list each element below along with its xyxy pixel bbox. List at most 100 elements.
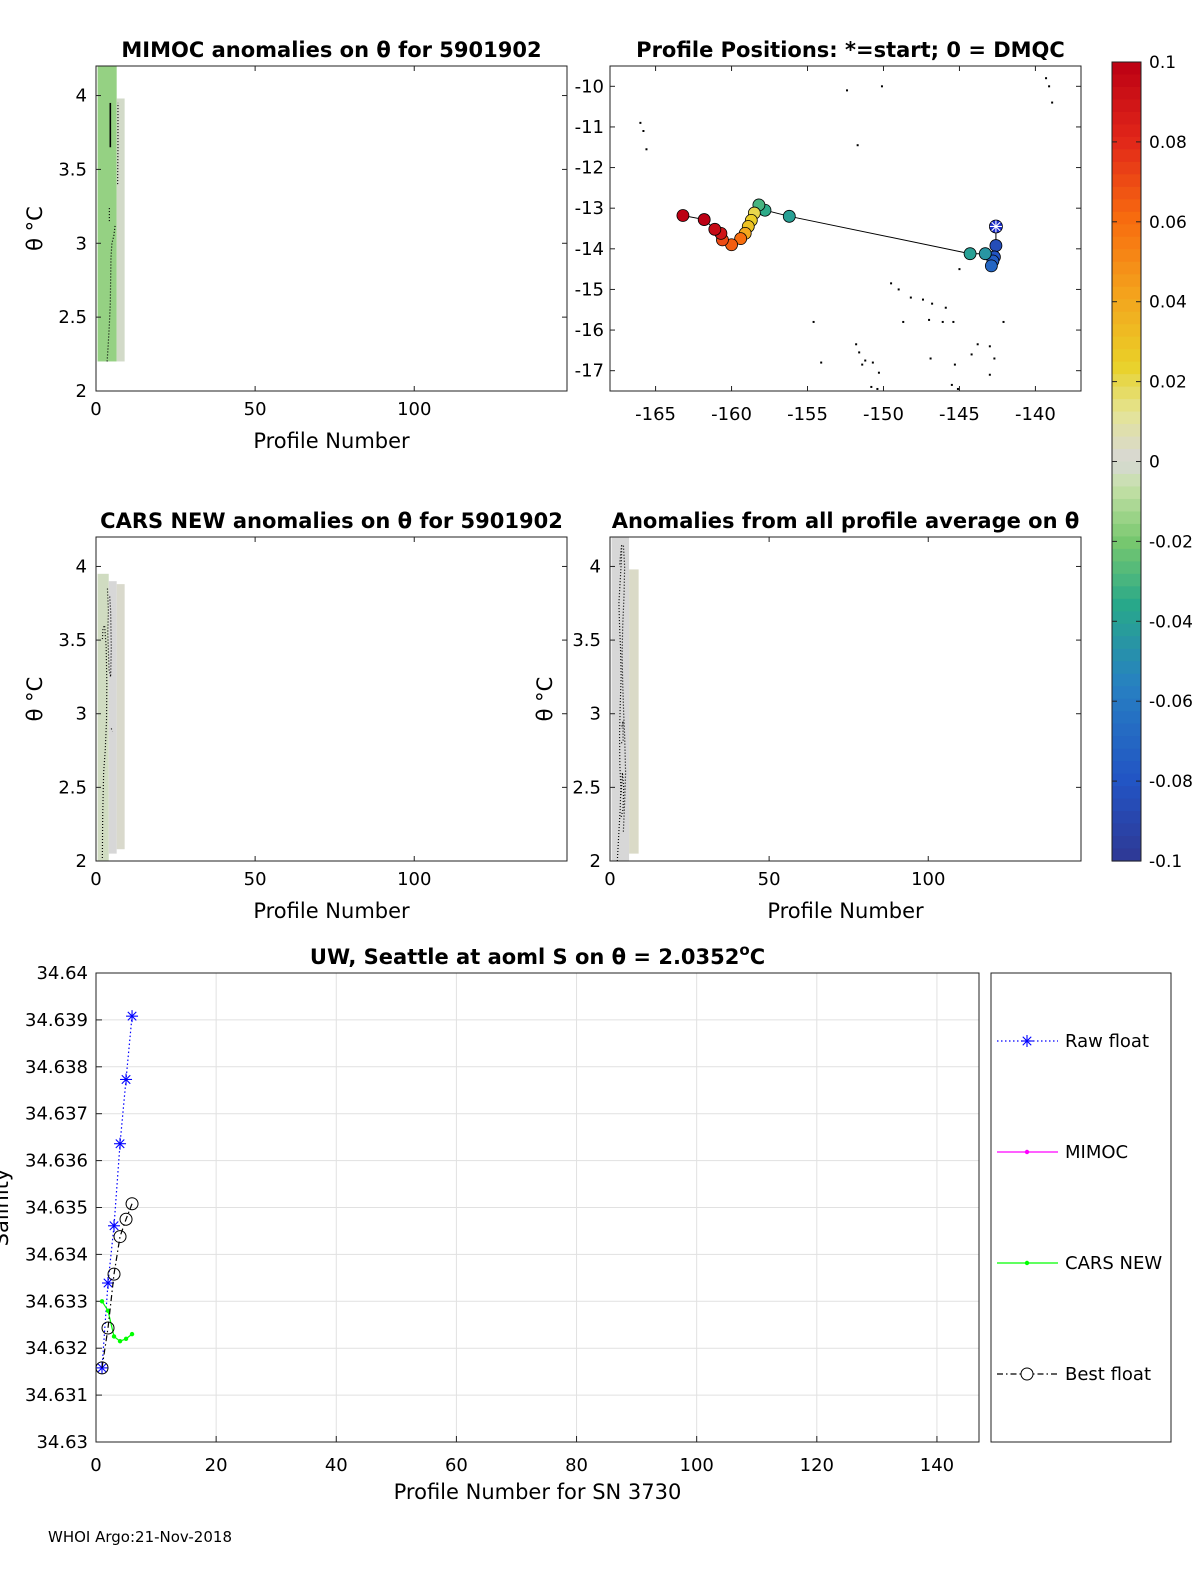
dmqc-point — [858, 351, 861, 354]
allprof-contour — [616, 544, 623, 862]
dmqc-point — [890, 282, 893, 285]
dmqc-point — [956, 387, 959, 390]
colorbar-band — [1112, 736, 1141, 750]
colorbar-tick-label: 0.08 — [1149, 133, 1187, 153]
colorbar-tick-label: -0.04 — [1149, 612, 1193, 632]
mimoc-plot — [97, 66, 125, 362]
salinity-ytick-label: 34.638 — [25, 1057, 88, 1078]
dmqc-point — [639, 121, 642, 124]
colorbar-band — [1112, 211, 1141, 225]
colorbar-band — [1112, 149, 1141, 163]
colorbar-tick-label: 0.06 — [1149, 213, 1187, 233]
mimoc-axes-box — [95, 65, 568, 392]
track-point — [989, 239, 1003, 252]
best-float-point — [119, 1212, 133, 1226]
colorbar-band — [1112, 573, 1141, 587]
mimoc-title: MIMOC anomalies on θ for 5901902 — [121, 38, 541, 62]
colorbar-tick-label: 0.04 — [1149, 293, 1187, 313]
cars-contour — [110, 728, 114, 732]
salinity-title-degree: o — [739, 941, 749, 959]
salinity-title: UW, Seattle at aoml S on θ = 2.0352oC — [310, 941, 765, 969]
salinity-xtick-label: 60 — [445, 1455, 468, 1476]
legend: Raw float MIMOC CARS NEW Best float — [990, 972, 1172, 1443]
raw-float-star-ray — [1022, 1036, 1032, 1046]
cars-axes: 0 50 100 2 2.5 3 3.5 4 — [58, 536, 568, 890]
cars-new-point — [129, 1331, 135, 1337]
dmqc-point — [1048, 85, 1051, 88]
colorbar-band — [1112, 661, 1141, 675]
positions-axes-box — [609, 65, 1082, 392]
dmqc-point — [988, 373, 991, 376]
salinity-ytick-label: 34.637 — [25, 1104, 88, 1125]
colorbar-band — [1112, 399, 1141, 413]
colorbar-band — [1112, 536, 1141, 550]
dmqc-point — [976, 343, 979, 346]
salinity-ytick-label: 34.634 — [25, 1244, 88, 1265]
colorbar-band — [1112, 186, 1141, 200]
legend-raw-float-label: Raw float — [1065, 1031, 1149, 1052]
dmqc-point — [645, 148, 648, 151]
colorbar-band — [1112, 199, 1141, 213]
dmqc-point — [1051, 101, 1054, 104]
colorbar-tick-label: -0.1 — [1149, 852, 1182, 872]
salinity-title-main: UW, Seattle at aoml S on θ = 2.0352 — [310, 945, 739, 969]
legend-best-float-marker — [1020, 1367, 1034, 1381]
colorbar-band — [1112, 561, 1141, 575]
allprof-contour — [620, 720, 624, 744]
colorbar-band — [1112, 673, 1141, 687]
cars-ytick-label: 2 — [76, 851, 87, 872]
mimoc-ytick-label: 3 — [76, 233, 87, 254]
colorbar-band — [1112, 124, 1141, 138]
colorbar-band — [1112, 86, 1141, 101]
raw-float-line — [101, 1016, 133, 1368]
raw-float-star-ray — [115, 1139, 125, 1149]
track-point — [697, 213, 711, 226]
cars-xtick-label: 100 — [397, 869, 431, 890]
colorbar-band — [1112, 311, 1141, 325]
mimoc-xlabel: Profile Number — [253, 429, 410, 453]
salinity-xtick-label: 80 — [565, 1455, 588, 1476]
colorbar-band — [1112, 424, 1141, 438]
dmqc-point — [988, 345, 991, 348]
allprof-ytick-label: 3.5 — [572, 630, 601, 651]
positions-ytick-label: -10 — [575, 76, 604, 97]
positions-ytick-label: -12 — [575, 158, 604, 179]
salinity-xtick-label: 100 — [680, 1455, 714, 1476]
colorbar-band — [1112, 523, 1141, 538]
raw-float-star — [1021, 1035, 1033, 1047]
track-point — [984, 259, 998, 273]
cars-new-point — [111, 1334, 117, 1339]
dmqc-point — [1002, 320, 1005, 323]
raw-float-star — [114, 1137, 127, 1150]
mimoc-xtick-label: 100 — [397, 399, 431, 420]
colorbar-band — [1112, 786, 1141, 800]
allprof-contour — [620, 772, 625, 817]
positions-xtick-label: -160 — [711, 404, 752, 425]
colorbar-band — [1112, 723, 1141, 737]
salinity-ytick-label: 34.635 — [25, 1198, 88, 1219]
legend-mimoc-label: MIMOC — [1065, 1142, 1128, 1163]
salinity-xtick-label: 20 — [205, 1455, 228, 1476]
dmqc-point — [855, 343, 858, 346]
start-star — [989, 219, 1003, 234]
salinity-ytick-label: 34.631 — [25, 1385, 88, 1406]
track-point — [963, 247, 977, 261]
colorbar-band — [1112, 436, 1141, 450]
colorbar-band — [1112, 361, 1141, 375]
dmqc-point — [642, 130, 645, 132]
start-star-ray — [991, 221, 1001, 232]
track-point — [708, 222, 722, 236]
cars-axes-box — [95, 536, 568, 862]
allprof-axes-box — [609, 536, 1082, 862]
salinity-xtick-label: 0 — [90, 1455, 101, 1476]
allprof-title: Anomalies from all profile average on θ — [612, 509, 1080, 533]
positions-ytick-label: -11 — [575, 117, 604, 138]
best-float-line — [101, 1203, 133, 1368]
colorbar-band — [1112, 623, 1141, 637]
dmqc-point — [970, 353, 973, 356]
footer-text: WHOI Argo:21-Nov-2018 — [48, 1528, 232, 1546]
cars-cell — [108, 581, 117, 854]
cars-xtick-label: 50 — [244, 869, 267, 890]
track-point — [978, 247, 992, 261]
salinity-ytick-label: 34.632 — [25, 1338, 88, 1359]
